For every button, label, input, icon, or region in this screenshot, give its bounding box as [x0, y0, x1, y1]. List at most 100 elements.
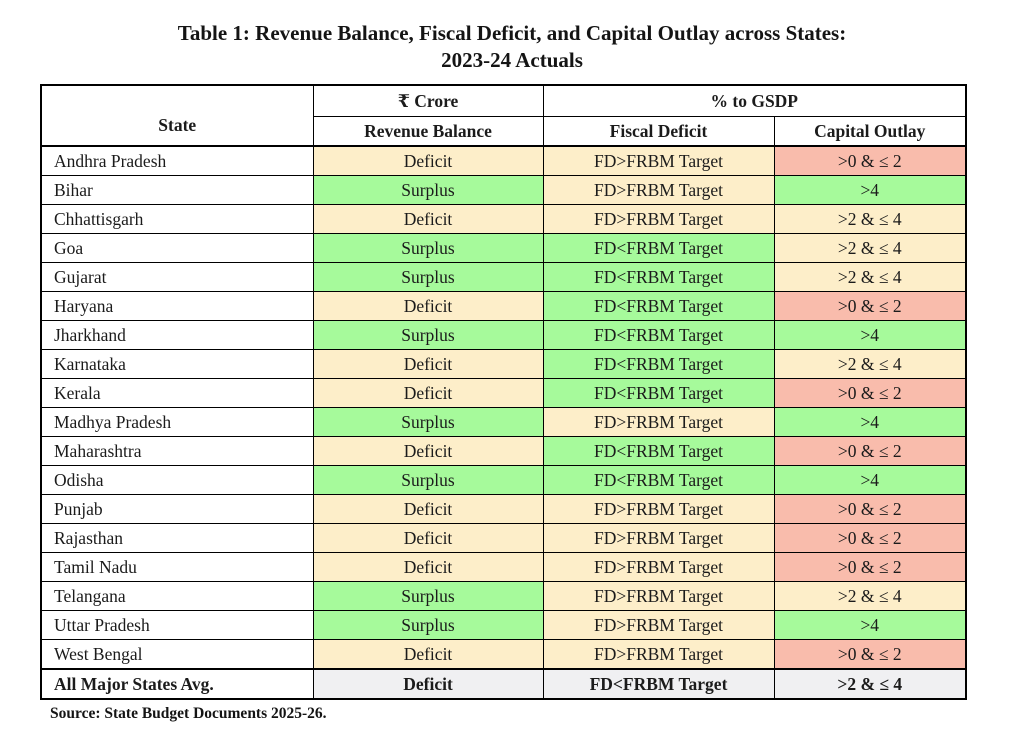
capital-outlay-cell: >0 & ≤ 2	[773, 145, 967, 176]
states-fiscal-table: State ₹ Crore % to GSDP Revenue Balance …	[40, 83, 967, 700]
source-note: Source: State Budget Documents 2025-26.	[50, 704, 327, 722]
revenue-balance-cell: Surplus	[312, 580, 544, 611]
capital-outlay-cell: >2 & ≤ 4	[773, 348, 967, 379]
fiscal-deficit-cell: FD>FRBM Target	[542, 174, 775, 205]
table-row: Bihar Surplus FD>FRBM Target >4	[40, 174, 967, 205]
revenue-balance-cell: Deficit	[312, 435, 544, 466]
fiscal-deficit-cell: FD<FRBM Target	[542, 464, 775, 495]
table-title-line2: 2023-24 Actuals	[441, 48, 583, 73]
capital-outlay-cell: >4	[773, 464, 967, 495]
capital-outlay-cell: >2 & ≤ 4	[773, 667, 967, 700]
state-name-cell: Tamil Nadu	[40, 551, 314, 582]
table-title: Table 1: Revenue Balance, Fiscal Deficit…	[0, 20, 1024, 75]
table-row: West Bengal Deficit FD>FRBM Target >0 & ≤ 2	[40, 638, 967, 670]
capital-outlay-cell: >4	[773, 406, 967, 437]
capital-outlay-cell: >0 & ≤ 2	[773, 522, 967, 553]
capital-outlay-cell: >4	[773, 609, 967, 640]
table-row: Jharkhand Surplus FD<FRBM Target >4	[40, 319, 967, 350]
state-name-cell: Odisha	[40, 464, 314, 495]
table-row: Tamil Nadu Deficit FD>FRBM Target >0 & ≤ 2	[40, 551, 967, 582]
table-row: Rajasthan Deficit FD>FRBM Target >0 & ≤ 2	[40, 522, 967, 553]
document-page: Table 1: Revenue Balance, Fiscal Deficit…	[0, 20, 1024, 732]
revenue-balance-cell: Surplus	[312, 232, 544, 263]
revenue-balance-cell: Deficit	[312, 145, 544, 176]
capital-outlay-cell: >2 & ≤ 4	[773, 580, 967, 611]
fiscal-deficit-cell: FD<FRBM Target	[542, 319, 775, 350]
fiscal-deficit-cell: FD>FRBM Target	[542, 406, 775, 437]
state-name-cell: Karnataka	[40, 348, 314, 379]
state-name-cell: Telangana	[40, 580, 314, 611]
average-row: All Major States Avg. Deficit FD<FRBM Targ…	[40, 667, 967, 700]
state-name-cell: Punjab	[40, 493, 314, 524]
fiscal-deficit-cell: FD>FRBM Target	[542, 145, 775, 176]
fiscal-deficit-cell: FD<FRBM Target	[542, 232, 775, 263]
fiscal-deficit-cell: FD>FRBM Target	[542, 580, 775, 611]
capital-outlay-cell: >0 & ≤ 2	[773, 435, 967, 466]
capital-outlay-cell: >2 & ≤ 4	[773, 203, 967, 234]
table-row: Goa Surplus FD<FRBM Target >2 & ≤ 4	[40, 232, 967, 263]
state-name-cell: Haryana	[40, 290, 314, 321]
table-row: Gujarat Surplus FD<FRBM Target >2 & ≤ 4	[40, 261, 967, 292]
capital-outlay-cell: >0 & ≤ 2	[773, 551, 967, 582]
capital-outlay-cell: >0 & ≤ 2	[773, 290, 967, 321]
table-body: Andhra Pradesh Deficit FD>FRBM Target >0 & …	[40, 145, 967, 700]
col-header-revenue-balance: Revenue Balance	[312, 115, 544, 147]
fiscal-deficit-cell: FD>FRBM Target	[542, 638, 775, 670]
revenue-balance-cell: Surplus	[312, 464, 544, 495]
table-row: Madhya Pradesh Surplus FD>FRBM Target >4	[40, 406, 967, 437]
state-name-cell: Uttar Pradesh	[40, 609, 314, 640]
table-title-line1: Table 1: Revenue Balance, Fiscal Deficit…	[177, 21, 847, 45]
state-name-cell: All Major States Avg.	[40, 667, 314, 700]
revenue-balance-cell: Deficit	[312, 377, 544, 408]
revenue-balance-cell: Deficit	[312, 290, 544, 321]
state-name-cell: West Bengal	[40, 638, 314, 670]
fiscal-deficit-cell: FD>FRBM Target	[542, 609, 775, 640]
table-row: Maharashtra Deficit FD<FRBM Target >0 & ≤ 2	[40, 435, 967, 466]
capital-outlay-cell: >4	[773, 319, 967, 350]
state-name-cell: Gujarat	[40, 261, 314, 292]
col-header-capital-outlay: Capital Outlay	[773, 115, 967, 147]
revenue-balance-cell: Surplus	[312, 406, 544, 437]
table-row: Odisha Surplus FD<FRBM Target >4	[40, 464, 967, 495]
revenue-balance-cell: Deficit	[312, 638, 544, 670]
table-row: Punjab Deficit FD>FRBM Target >0 & ≤ 2	[40, 493, 967, 524]
table-row: Andhra Pradesh Deficit FD>FRBM Target >0 & …	[40, 145, 967, 176]
table-header: State ₹ Crore % to GSDP Revenue Balance …	[40, 84, 967, 147]
capital-outlay-cell: >4	[773, 174, 967, 205]
revenue-balance-cell: Surplus	[312, 174, 544, 205]
revenue-balance-cell: Surplus	[312, 609, 544, 640]
fiscal-deficit-cell: FD>FRBM Target	[542, 551, 775, 582]
fiscal-deficit-cell: FD<FRBM Target	[542, 290, 775, 321]
state-name-cell: Bihar	[40, 174, 314, 205]
state-name-cell: Andhra Pradesh	[40, 145, 314, 176]
revenue-balance-cell: Deficit	[312, 348, 544, 379]
capital-outlay-cell: >0 & ≤ 2	[773, 493, 967, 524]
fiscal-deficit-cell: FD>FRBM Target	[542, 522, 775, 553]
state-name-cell: Maharashtra	[40, 435, 314, 466]
col-group-pct-gsdp: % to GSDP	[542, 84, 967, 117]
state-name-cell: Jharkhand	[40, 319, 314, 350]
capital-outlay-cell: >0 & ≤ 2	[773, 377, 967, 408]
fiscal-deficit-cell: FD<FRBM Target	[542, 348, 775, 379]
state-name-cell: Kerala	[40, 377, 314, 408]
col-group-rupee-crore: ₹ Crore	[312, 84, 544, 117]
header-group-row: State ₹ Crore % to GSDP	[40, 84, 967, 147]
capital-outlay-cell: >2 & ≤ 4	[773, 232, 967, 263]
revenue-balance-cell: Deficit	[312, 203, 544, 234]
col-header-state: State	[40, 84, 314, 147]
state-name-cell: Rajasthan	[40, 522, 314, 553]
revenue-balance-cell: Deficit	[312, 522, 544, 553]
fiscal-deficit-cell: FD>FRBM Target	[542, 203, 775, 234]
revenue-balance-cell: Deficit	[312, 493, 544, 524]
state-name-cell: Goa	[40, 232, 314, 263]
table-row: Kerala Deficit FD<FRBM Target >0 & ≤ 2	[40, 377, 967, 408]
header-columns-row: Revenue Balance Fiscal Deficit Capital O…	[41, 115, 967, 147]
fiscal-deficit-cell: FD<FRBM Target	[542, 261, 775, 292]
fiscal-deficit-cell: FD<FRBM Target	[542, 667, 775, 700]
capital-outlay-cell: >0 & ≤ 2	[773, 638, 967, 670]
table-row: Haryana Deficit FD<FRBM Target >0 & ≤ 2	[40, 290, 967, 321]
revenue-balance-cell: Deficit	[312, 667, 544, 700]
state-name-cell: Madhya Pradesh	[40, 406, 314, 437]
capital-outlay-cell: >2 & ≤ 4	[773, 261, 967, 292]
revenue-balance-cell: Surplus	[312, 319, 544, 350]
